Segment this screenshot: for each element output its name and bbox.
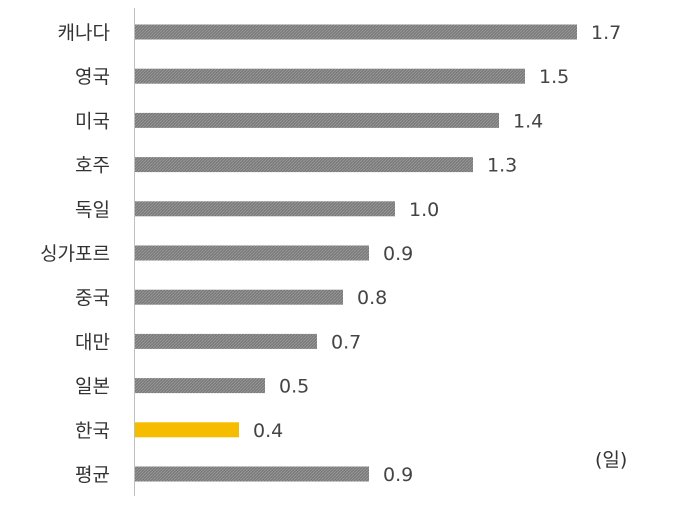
category-label: 평균 <box>75 464 110 486</box>
category-label: 캐나다 <box>58 22 110 44</box>
value-label: 0.9 <box>383 243 413 265</box>
bar-5 <box>135 201 395 217</box>
value-label: 0.4 <box>253 420 283 442</box>
category-label: 대만 <box>75 331 110 353</box>
category-label: 미국 <box>75 110 110 132</box>
bar-9 <box>135 378 265 394</box>
category-label: 영국 <box>75 66 110 88</box>
bar-7 <box>135 289 343 305</box>
unit-label: (일) <box>595 449 627 471</box>
bar-1 <box>135 24 577 40</box>
bar-11 <box>135 466 369 482</box>
value-label: 0.5 <box>279 376 309 398</box>
value-label: 0.7 <box>331 331 361 353</box>
category-label: 독일 <box>75 199 110 221</box>
value-label: 1.0 <box>409 199 439 221</box>
value-label: 1.3 <box>487 155 517 177</box>
category-label: 한국 <box>75 420 110 442</box>
value-label: 0.9 <box>383 464 413 486</box>
category-label: 일본 <box>75 376 110 398</box>
value-label: 1.5 <box>539 66 569 88</box>
value-label: 1.7 <box>591 22 621 44</box>
value-label: 1.4 <box>513 110 543 132</box>
bar-6 <box>135 245 369 261</box>
bar-8 <box>135 333 317 349</box>
bar-2 <box>135 68 525 84</box>
bar-10 <box>135 422 239 438</box>
category-label: 호주 <box>75 155 110 177</box>
category-label: 중국 <box>75 287 110 309</box>
bar-3 <box>135 112 499 128</box>
category-label: 싱가포르 <box>40 243 110 265</box>
value-label: 0.8 <box>357 287 387 309</box>
bar-4 <box>135 157 473 173</box>
